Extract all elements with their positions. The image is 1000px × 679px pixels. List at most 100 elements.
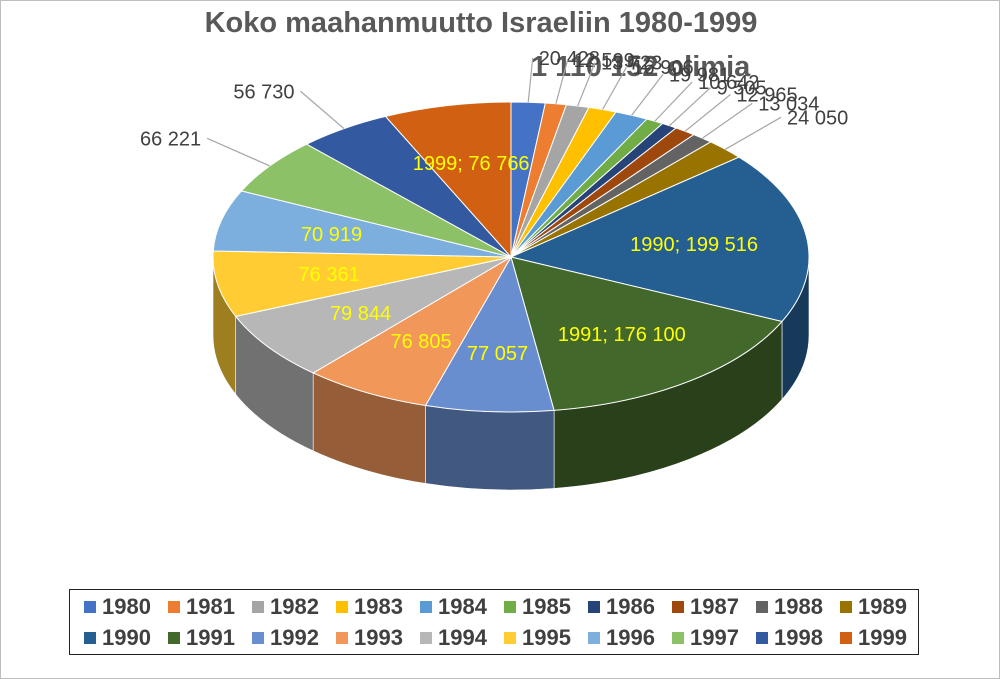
- leader-line: [206, 137, 271, 167]
- legend-item-1996: 1996: [588, 624, 655, 652]
- legend-label: 1987: [690, 594, 739, 619]
- legend-item-1988: 1988: [756, 593, 823, 621]
- pie-slice-1993: [312, 255, 513, 407]
- data-label: 76 361: [299, 264, 360, 286]
- data-label: 66 221: [140, 128, 201, 150]
- data-label: 77 057: [467, 343, 528, 365]
- data-label: 10 642: [698, 72, 759, 94]
- data-label: 76 805: [390, 331, 451, 353]
- legend-label: 1984: [438, 594, 487, 619]
- pie-slice-1995: [212, 250, 512, 317]
- legend-item-1982: 1982: [252, 593, 319, 621]
- pie-side-1992: [425, 405, 555, 491]
- legend-swatch: [168, 601, 180, 613]
- legend-item-1998: 1998: [756, 624, 823, 652]
- legend-label: 1996: [606, 625, 655, 650]
- data-label: 56 730: [233, 81, 294, 103]
- legend-item-1981: 1981: [168, 593, 235, 621]
- legend: 1980 1981 1982 1983 1984 1985 1986 1987 1988 1989…: [69, 589, 919, 655]
- legend-item-1992: 1992: [252, 624, 319, 652]
- data-label: 16 906: [632, 57, 693, 79]
- legend-item-1984: 1984: [420, 593, 487, 621]
- chart-title: Koko maahanmuutto Israeliin 1980-1999: [204, 7, 758, 39]
- legend-swatch: [168, 632, 180, 644]
- legend-swatch: [84, 601, 96, 613]
- legend-label: 1989: [858, 594, 907, 619]
- legend-label: 1997: [690, 625, 739, 650]
- legend-item-1999: 1999: [840, 624, 907, 652]
- legend-swatch: [672, 601, 684, 613]
- legend-item-1986: 1986: [588, 593, 655, 621]
- pie-slice-1996: [212, 190, 512, 258]
- pie-slice-1991: [510, 256, 783, 411]
- legend-label: 1986: [606, 594, 655, 619]
- data-label: 1990; 199 516: [630, 234, 758, 256]
- pie-slice-1994: [234, 256, 512, 374]
- leader-line: [577, 62, 596, 107]
- legend-label: 1999: [858, 625, 907, 650]
- data-label: 12 599: [574, 50, 635, 72]
- legend-swatch: [420, 601, 432, 613]
- legend-swatch: [840, 632, 852, 644]
- leader-line: [555, 59, 569, 104]
- legend-item-1980: 1980: [84, 593, 151, 621]
- data-label: 24 050: [787, 107, 848, 129]
- legend-item-1995: 1995: [504, 624, 571, 652]
- data-label: 12 965: [736, 85, 797, 107]
- legend-item-1989: 1989: [840, 593, 907, 621]
- data-label: 9 505: [717, 78, 767, 100]
- legend-label: 1982: [270, 594, 319, 619]
- legend-label: 1981: [186, 594, 235, 619]
- legend-item-1985: 1985: [504, 593, 571, 621]
- legend-swatch: [840, 601, 852, 613]
- legend-label: 1983: [354, 594, 403, 619]
- legend-label: 1980: [102, 594, 151, 619]
- pie-slice-1990: [509, 156, 810, 323]
- legend-swatch: [756, 632, 768, 644]
- leader-line: [669, 87, 712, 127]
- legend-label: 1993: [354, 625, 403, 650]
- legend-swatch: [84, 632, 96, 644]
- pie-slice-1999: [384, 101, 512, 259]
- legend-label: 1995: [522, 625, 571, 650]
- legend-swatch: [336, 601, 348, 613]
- leader-line: [654, 81, 693, 122]
- leader-line: [684, 94, 731, 132]
- data-label: 13 723: [601, 53, 662, 75]
- data-label: 1999; 76 766: [413, 153, 530, 175]
- legend-item-1987: 1987: [672, 593, 739, 621]
- data-label: 1991; 176 100: [558, 324, 686, 346]
- legend-item-1997: 1997: [672, 624, 739, 652]
- legend-item-1983: 1983: [336, 593, 403, 621]
- leader-line: [702, 102, 753, 139]
- leader-line: [300, 90, 345, 130]
- data-label: 13 034: [758, 93, 819, 115]
- legend-item-1994: 1994: [420, 624, 487, 652]
- data-label: 70 919: [301, 224, 362, 246]
- legend-label: 1998: [774, 625, 823, 650]
- legend-swatch: [588, 601, 600, 613]
- legend-swatch: [336, 632, 348, 644]
- legend-swatch: [504, 632, 516, 644]
- legend-label: 1985: [522, 594, 571, 619]
- legend-swatch: [420, 632, 432, 644]
- leader-line: [631, 74, 664, 116]
- pie-slice-1992: [424, 255, 555, 413]
- data-label: 19 981: [669, 64, 730, 86]
- legend-label: 1994: [438, 625, 487, 650]
- leader-line: [527, 57, 534, 103]
- legend-label: 1988: [774, 594, 823, 619]
- legend-swatch: [504, 601, 516, 613]
- legend-label: 1992: [270, 625, 319, 650]
- legend-item-1990: 1990: [84, 624, 151, 652]
- legend-swatch: [756, 601, 768, 613]
- legend-item-1993: 1993: [336, 624, 403, 652]
- leader-line: [602, 66, 627, 110]
- data-label: 79 844: [330, 303, 391, 325]
- legend-swatch: [252, 601, 264, 613]
- legend-swatch: [672, 632, 684, 644]
- legend-swatch: [252, 632, 264, 644]
- legend-item-1991: 1991: [168, 624, 235, 652]
